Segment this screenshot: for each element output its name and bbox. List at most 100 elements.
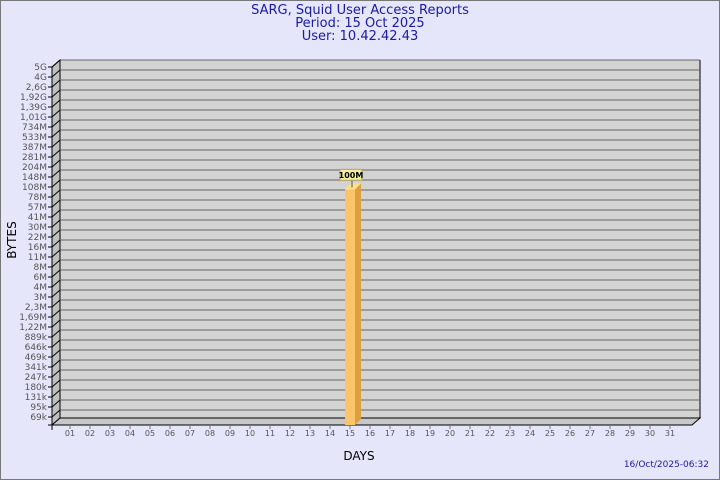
y-tick-label: 1,01G: [20, 113, 47, 123]
y-tick-label: 1,39G: [20, 103, 47, 113]
x-tick-label: 19: [425, 429, 435, 438]
plot-floor: [50, 417, 702, 426]
y-tick-label: 180k: [25, 383, 48, 393]
x-tick-label: 17: [385, 429, 395, 438]
y-tick-diag: [51, 119, 61, 128]
y-tick-diag: [51, 149, 61, 158]
period-label: Period: 15 Oct 2025: [295, 16, 425, 31]
y-tick-diag: [51, 339, 61, 348]
x-tick-label: 20: [445, 429, 455, 438]
x-tick-label: 10: [245, 429, 255, 438]
x-axis-title: DAYS: [343, 449, 374, 463]
x-tick-label: 09: [225, 429, 235, 438]
y-tick-label: 11M: [28, 253, 47, 263]
y-axis-title: BYTES: [5, 221, 19, 258]
y-tick-diag: [51, 209, 61, 218]
y-tick-diag: [51, 189, 61, 198]
x-tick-label: 07: [185, 429, 195, 438]
y-tick-diag: [51, 399, 61, 408]
x-tick-label: 30: [645, 429, 655, 438]
y-tick-diag: [51, 229, 61, 238]
y-tick-label: 387M: [22, 143, 47, 153]
x-tick-label: 06: [165, 429, 175, 438]
x-tick-label: 03: [105, 429, 115, 438]
x-tick-label: 01: [65, 429, 75, 438]
y-tick-label: 1,22M: [19, 323, 47, 333]
y-tick-label: 5G: [34, 63, 47, 73]
user-label: User: 10.42.42.43: [301, 29, 419, 44]
y-tick-diag: [51, 259, 61, 268]
y-tick-diag: [51, 99, 61, 108]
y-tick-diag: [51, 169, 61, 178]
y-tick-diag: [51, 369, 61, 378]
y-tick-diag: [51, 79, 61, 88]
timestamp: 16/Oct/2025-06:32: [623, 460, 709, 470]
y-tick-diag: [51, 299, 61, 308]
plot-back-wall: [60, 60, 700, 418]
y-tick-diag: [51, 199, 61, 208]
y-tick-label: 6M: [34, 273, 48, 283]
y-tick-diag: [51, 289, 61, 298]
y-tick-diag: [51, 179, 61, 188]
y-tick-diag: [51, 159, 61, 168]
y-tick-diag: [51, 89, 61, 98]
chart-title: SARG, Squid User Access Reports: [251, 3, 469, 18]
data-label-box: [339, 168, 363, 181]
y-tick-label: 131k: [25, 393, 48, 403]
x-tick-label: 25: [545, 429, 555, 438]
y-tick-label: 41M: [28, 213, 47, 223]
y-tick-diag: [51, 109, 61, 118]
y-tick-label: 469k: [25, 353, 48, 363]
x-tick-label: 18: [405, 429, 415, 438]
x-tick-label: 29: [625, 429, 635, 438]
x-tick-label: 13: [305, 429, 315, 438]
x-tick-label: 24: [525, 429, 535, 438]
y-tick-label: 247k: [25, 373, 48, 383]
y-tick-label: 95k: [30, 403, 47, 413]
y-tick-diag: [51, 389, 61, 398]
y-tick-label: 16M: [28, 243, 47, 253]
y-tick-diag: [51, 329, 61, 338]
x-tick-label: 05: [145, 429, 155, 438]
y-tick-diag: [51, 309, 61, 318]
x-tick-label: 14: [325, 429, 335, 438]
y-tick-label: 69k: [30, 413, 47, 423]
y-tick-label: 2,6G: [26, 83, 47, 93]
y-tick-diag: [51, 129, 61, 138]
bar-side: [355, 183, 361, 425]
y-tick-label: 108M: [22, 183, 47, 193]
y-tick-diag: [51, 409, 61, 418]
y-tick-label: 22M: [28, 233, 47, 243]
x-tick-label: 16: [365, 429, 375, 438]
y-tick-label: 4M: [34, 283, 48, 293]
data-label: 100M: [339, 171, 364, 180]
y-tick-label: 533M: [22, 133, 47, 143]
y-tick-diag: [51, 59, 61, 68]
y-tick-label: 281M: [22, 153, 47, 163]
y-tick-diag: [51, 69, 61, 78]
x-tick-label: 26: [565, 429, 575, 438]
y-tick-label: 4G: [34, 73, 47, 83]
x-tick-label: 27: [585, 429, 595, 438]
x-tick-label: 15: [345, 429, 355, 438]
y-tick-label: 646k: [25, 343, 48, 353]
y-tick-diag: [51, 379, 61, 388]
x-tick-label: 12: [285, 429, 295, 438]
y-tick-label: 8M: [34, 263, 48, 273]
x-tick-label: 23: [505, 429, 515, 438]
x-tick-label: 11: [265, 429, 275, 438]
y-tick-label: 148M: [22, 173, 47, 183]
y-tick-diag: [51, 319, 61, 328]
plot-left-wall: [51, 58, 61, 427]
x-tick-label: 31: [665, 429, 675, 438]
y-tick-label: 30M: [28, 223, 47, 233]
bar-15: [345, 189, 355, 425]
x-tick-label: 04: [125, 429, 135, 438]
x-tick-label: 21: [465, 429, 475, 438]
y-tick-diag: [51, 219, 61, 228]
y-tick-label: 889k: [25, 333, 48, 343]
y-tick-diag: [51, 139, 61, 148]
x-tick-label: 22: [485, 429, 495, 438]
y-tick-diag: [51, 359, 61, 368]
y-tick-label: 2,3M: [25, 303, 47, 313]
